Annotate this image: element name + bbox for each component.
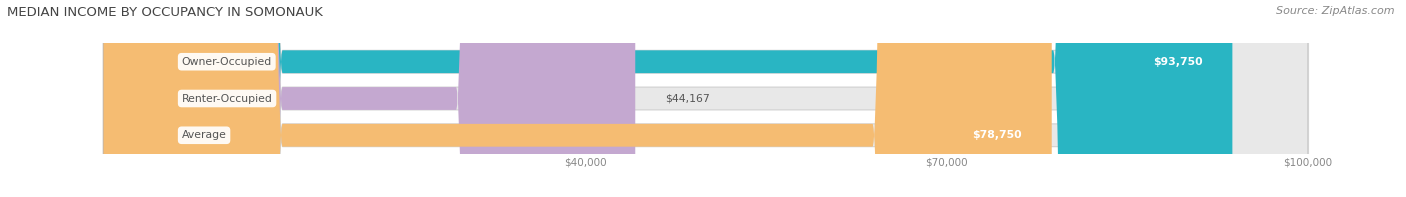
Text: $93,750: $93,750 bbox=[1153, 57, 1202, 67]
Text: $44,167: $44,167 bbox=[665, 94, 710, 103]
Text: Renter-Occupied: Renter-Occupied bbox=[181, 94, 273, 103]
FancyBboxPatch shape bbox=[104, 0, 1308, 197]
Text: Owner-Occupied: Owner-Occupied bbox=[181, 57, 271, 67]
FancyBboxPatch shape bbox=[104, 0, 636, 197]
Text: Average: Average bbox=[181, 130, 226, 140]
FancyBboxPatch shape bbox=[104, 0, 1233, 197]
FancyBboxPatch shape bbox=[104, 0, 1052, 197]
Text: MEDIAN INCOME BY OCCUPANCY IN SOMONAUK: MEDIAN INCOME BY OCCUPANCY IN SOMONAUK bbox=[7, 6, 323, 19]
FancyBboxPatch shape bbox=[104, 0, 1308, 197]
Text: $78,750: $78,750 bbox=[972, 130, 1022, 140]
FancyBboxPatch shape bbox=[104, 0, 1308, 197]
Text: Source: ZipAtlas.com: Source: ZipAtlas.com bbox=[1277, 6, 1395, 16]
